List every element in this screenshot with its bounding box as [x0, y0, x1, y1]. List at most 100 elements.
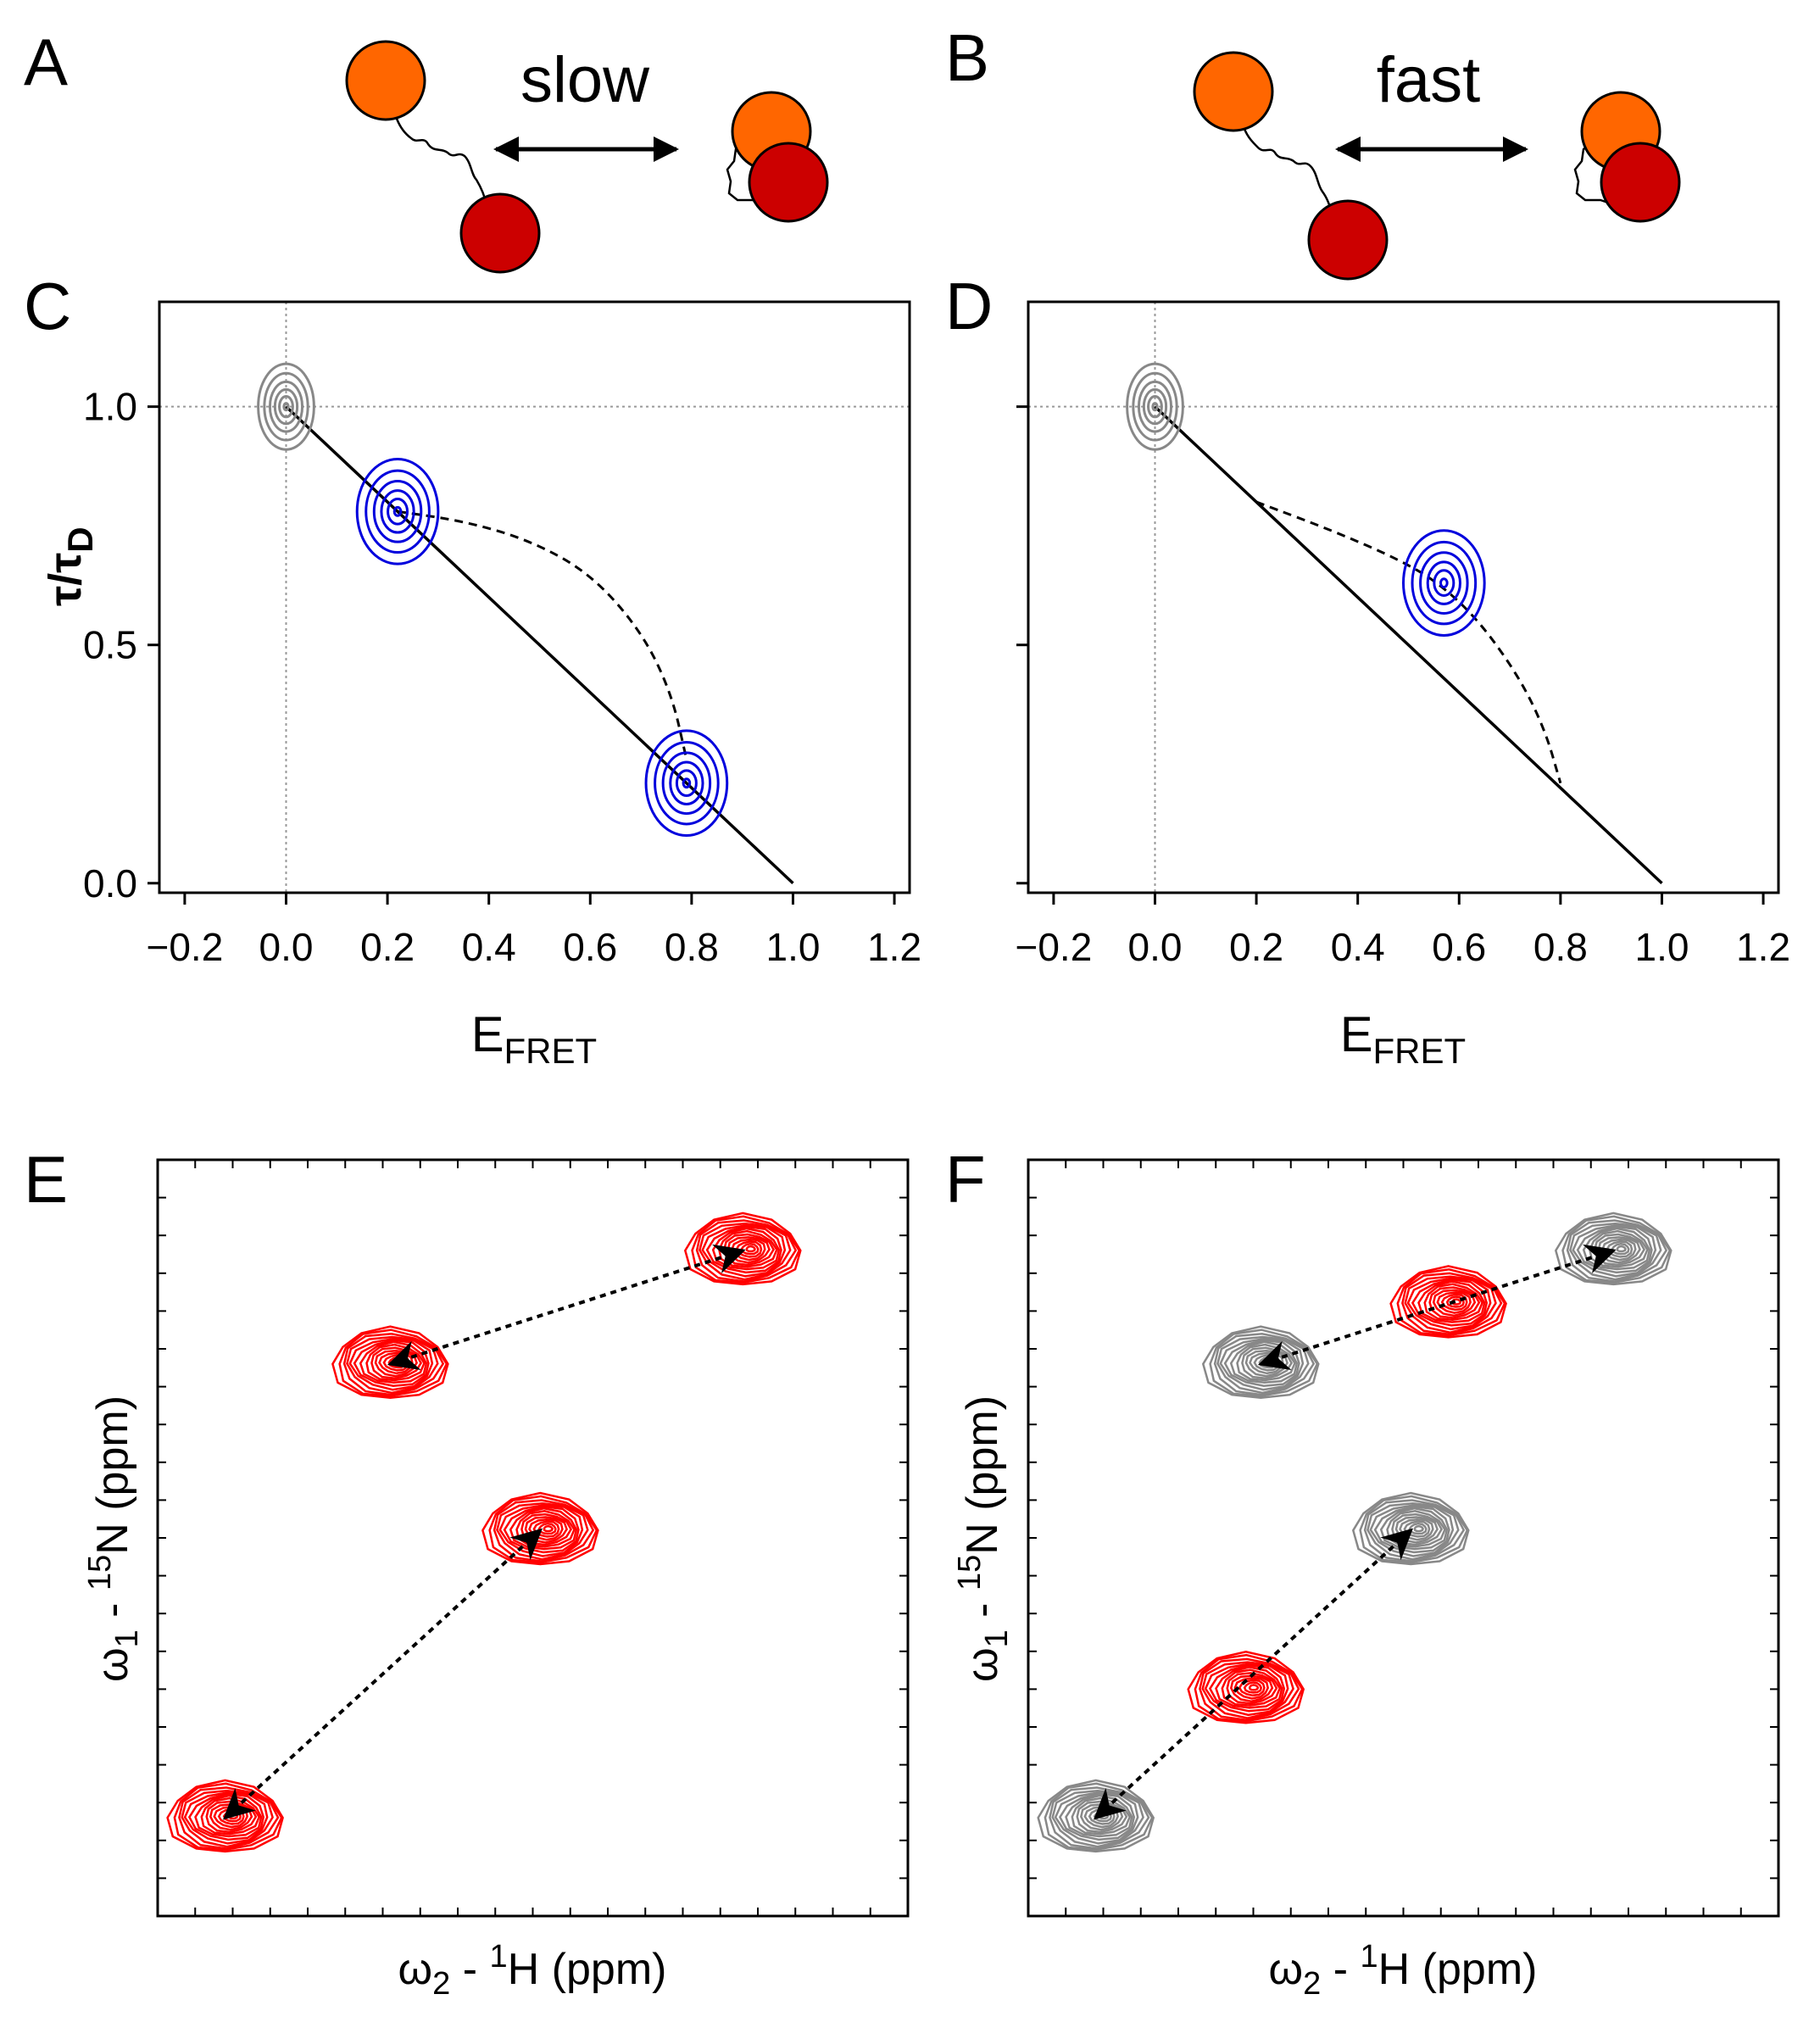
nmr-spectrum-e: E ω1 - 15N (ppm) ω2 - 1H (ppm) — [24, 1142, 910, 2002]
x-axis-label: EFRET — [1340, 1007, 1466, 1071]
contour-ring — [1426, 560, 1461, 605]
peak-contour — [227, 1812, 239, 1820]
y-axis-label: ω1 - 15N (ppm) — [952, 1395, 1015, 1682]
panel-label-d: D — [945, 269, 993, 343]
contour-ring — [282, 402, 290, 412]
plot-area: −0.2 0.0 0.2 0.4 0.6 0.8 1.0 1.20.00.51.0 — [83, 302, 921, 969]
contour-ring — [1132, 371, 1178, 442]
panel-label-b: B — [945, 20, 989, 95]
static-fret-line — [1154, 405, 1663, 885]
linker-open — [1243, 128, 1334, 218]
chemical-shift-arrow — [222, 1528, 543, 1820]
plot-frame — [156, 1158, 910, 1918]
contour-ring — [355, 457, 440, 565]
peak-contour — [1248, 1684, 1260, 1691]
dynamic-fret-curve — [397, 510, 688, 760]
plot-frame — [1027, 300, 1780, 894]
chemical-shift-arrow — [1257, 1244, 1617, 1371]
y-tick-label: 0.5 — [83, 623, 137, 667]
panel-b: B fast — [945, 20, 1681, 281]
y-axis-label: ω1 - 15N (ppm) — [82, 1395, 145, 1682]
nmr-peak — [1201, 1325, 1320, 1399]
contour-ring — [1142, 387, 1168, 426]
acceptor-circle-closed — [748, 142, 829, 223]
panel-label-a: A — [24, 25, 68, 99]
y-tick-label: 0.0 — [83, 861, 137, 905]
contour-ring — [380, 489, 415, 534]
plot-frame — [1027, 1158, 1780, 1918]
plot-area — [1028, 1160, 1778, 1916]
plot-area: −0.2 0.0 0.2 0.4 0.6 0.8 1.0 1.2 — [1015, 302, 1790, 969]
contour-ring — [1419, 551, 1469, 615]
x-axis-label: ω2 - 1H (ppm) — [1269, 1939, 1538, 2002]
x-tick-label: 0.6 — [563, 925, 617, 969]
panel-a: A slow — [24, 25, 829, 274]
contour-ring — [1151, 402, 1159, 412]
contour-ring — [1126, 362, 1184, 451]
contour-ring — [669, 760, 704, 805]
donor-circle-open — [1193, 51, 1274, 132]
panel-label-f: F — [945, 1142, 986, 1217]
contour-ring — [365, 469, 431, 554]
contour-ring — [644, 729, 729, 838]
x-axis-label: ω2 - 1H (ppm) — [398, 1939, 667, 2002]
nmr-spectrum-f: F ω1 - 15N (ppm) ω2 - 1H (ppm) — [945, 1142, 1780, 2002]
contour-ring — [682, 777, 692, 789]
nmr-peak — [1389, 1265, 1507, 1339]
contour-ring — [654, 740, 720, 826]
x-tick-label: 0.2 — [1229, 925, 1283, 969]
plot-area — [158, 1160, 908, 1916]
plot-frame — [158, 300, 911, 894]
peak-contour — [1616, 1245, 1627, 1253]
population-contour — [1126, 362, 1184, 451]
population-contour — [644, 729, 729, 838]
contour-ring — [392, 505, 403, 517]
x-axis-label-main: E — [471, 1007, 504, 1062]
contour-ring — [387, 497, 409, 526]
peak-contour — [1098, 1812, 1110, 1820]
y-axis-label-main: τ/τ — [40, 553, 91, 606]
x-tick-label: −0.2 — [146, 925, 223, 969]
exchange-label-fast: fast — [1377, 44, 1481, 116]
contour-ring — [278, 395, 294, 419]
y-axis-label-sub: D — [60, 526, 100, 552]
contour-ring — [1137, 380, 1173, 433]
contour-ring — [1433, 569, 1455, 597]
x-tick-label: −0.2 — [1015, 925, 1092, 969]
acceptor-circle-open — [1307, 199, 1389, 281]
contour-ring — [661, 751, 712, 816]
x-tick-label: 0.6 — [1432, 925, 1486, 969]
fret-plot-d: D −0.2 0.0 0.2 0.4 0.6 0.8 1.0 1.2 EFRET — [945, 269, 1790, 1071]
y-tick-label: 1.0 — [83, 385, 137, 429]
contour-ring — [1439, 577, 1449, 589]
contour-ring — [675, 769, 698, 798]
peak-contour — [1413, 1524, 1424, 1533]
contour-ring — [263, 371, 309, 442]
population-contour — [355, 457, 440, 565]
y-axis-label: τ/τD — [40, 526, 100, 606]
exchange-label-slow: slow — [520, 44, 650, 116]
contour-ring — [1411, 540, 1478, 626]
chemical-shift-arrow — [387, 1244, 746, 1371]
acceptor-circle-open — [459, 192, 541, 274]
panel-label-c: C — [24, 269, 71, 343]
peak-contour — [745, 1245, 756, 1253]
x-tick-label: 0.8 — [1533, 925, 1588, 969]
contour-ring — [268, 380, 304, 433]
contour-ring — [257, 362, 315, 451]
x-tick-label: 0.2 — [360, 925, 415, 969]
x-tick-label: 0.4 — [1331, 925, 1385, 969]
nmr-peak — [683, 1212, 802, 1286]
panel-label-e: E — [24, 1142, 68, 1217]
contour-ring — [1402, 529, 1486, 637]
x-tick-label: 1.0 — [1634, 925, 1689, 969]
x-tick-label: 1.0 — [765, 925, 820, 969]
acceptor-circle-closed — [1600, 142, 1681, 223]
x-tick-label: 1.2 — [1736, 925, 1790, 969]
x-tick-label: 0.0 — [259, 925, 314, 969]
x-tick-label: 1.2 — [867, 925, 921, 969]
nmr-peak — [1554, 1212, 1673, 1286]
x-tick-label: 0.4 — [462, 925, 516, 969]
linker-open — [395, 118, 488, 206]
